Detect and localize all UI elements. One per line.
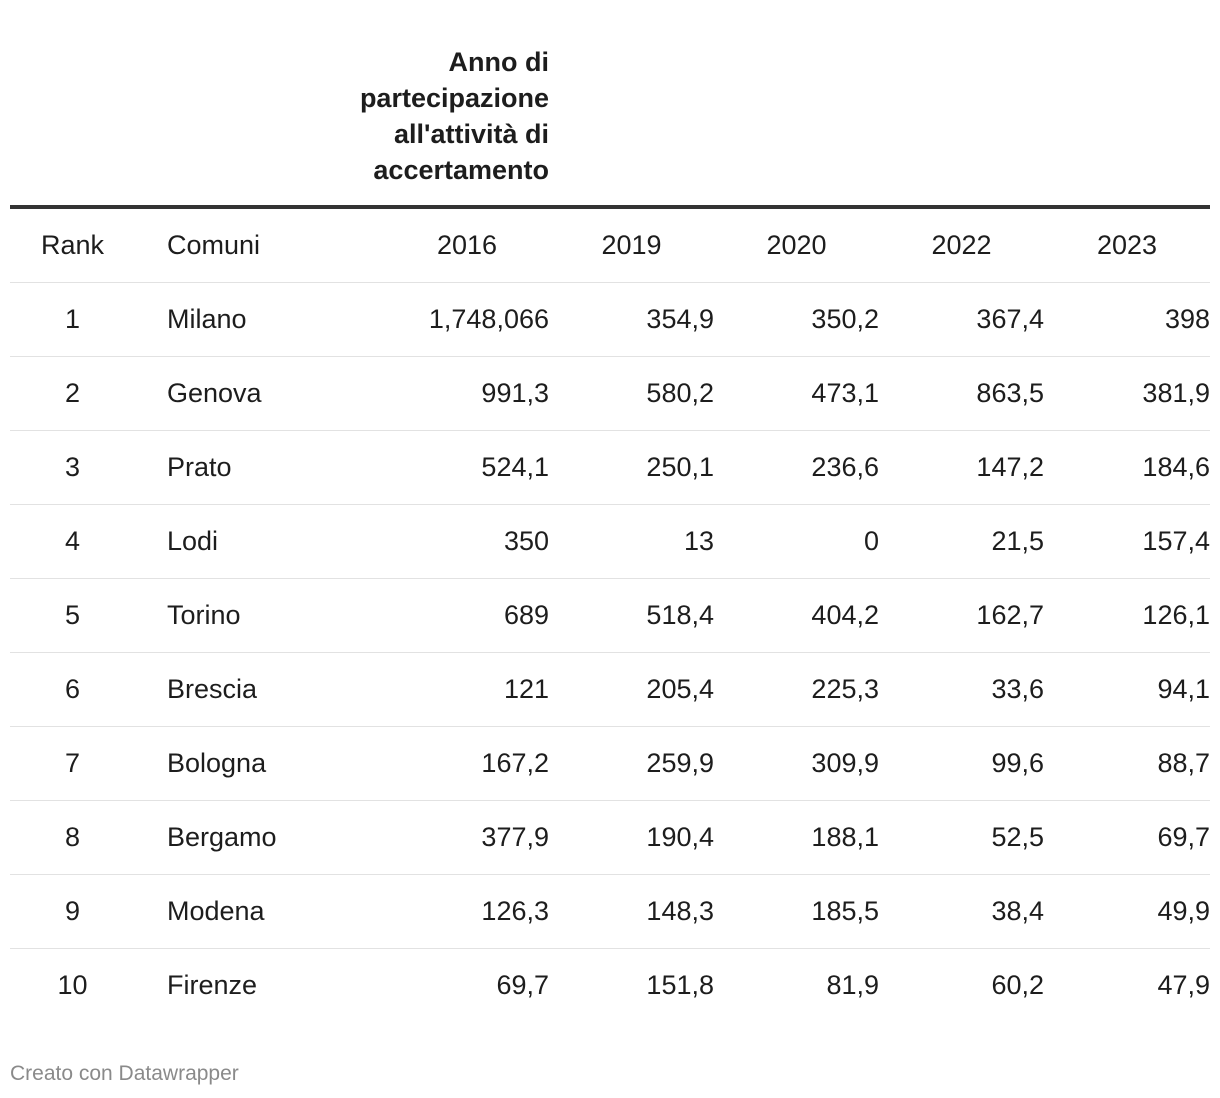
table-row: 10 Firenze 69,7 151,8 81,9 60,2 47,9 (10, 949, 1210, 1023)
table-body: 1 Milano 1,748,066 354,9 350,2 367,4 398 2 Genov… (10, 282, 1210, 1023)
cell-2022: 33,6 (879, 652, 1044, 727)
cell-2023: 157,4 (1044, 504, 1210, 579)
cell-2022: 60,2 (991, 970, 1044, 1000)
cell-2020: 0 (714, 504, 879, 579)
cell-2022: 99,6 (879, 726, 1044, 801)
cell-2022: 21,5 (879, 504, 1044, 579)
cell-rank: 6 (10, 652, 135, 727)
cell-2019: 151,8 (646, 970, 714, 1000)
table-row: 5 Torino 689 518,4 404,2 162,7 126,1 (10, 578, 1210, 653)
cell-2016: 1,748,066 (385, 282, 549, 357)
table-row: 8 Bergamo 377,9 190,4 188,1 52,5 69,7 (10, 800, 1210, 875)
cell-2016: 121 (385, 652, 549, 727)
column-header-2020[interactable]: 2020 (714, 209, 879, 283)
cell-comune: Modena (135, 874, 385, 949)
table-row: 7 Bologna 167,2 259,9 309,9 99,6 88,7 (10, 726, 1210, 801)
cell-2023: 88,7 (1044, 726, 1210, 801)
cell-2020: 236,6 (714, 430, 879, 505)
cell-2020: 185,5 (714, 874, 879, 949)
cell-rank: 1 (10, 282, 135, 357)
cell-2019: 190,4 (549, 800, 714, 875)
column-header-2023[interactable]: 2023 (1044, 209, 1210, 283)
cell-comune: Bologna (135, 726, 385, 801)
cell-comune: Firenze (167, 970, 258, 1000)
table-row: 9 Modena 126,3 148,3 185,5 38,4 49,9 (10, 874, 1210, 949)
column-header-2022[interactable]: 2022 (879, 209, 1044, 283)
cell-2019: 518,4 (549, 578, 714, 653)
cell-rank: 8 (10, 800, 135, 875)
cell-2016: 991,3 (385, 356, 549, 431)
table-row: 3 Prato 524,1 250,1 236,6 147,2 184,6 (10, 430, 1210, 505)
cell-2016: 689 (385, 578, 549, 653)
cell-2022: 52,5 (879, 800, 1044, 875)
cell-2022: 147,2 (879, 430, 1044, 505)
cell-2016: 350 (385, 504, 549, 579)
cell-2020: 188,1 (714, 800, 879, 875)
cell-comune: Genova (135, 356, 385, 431)
cell-2019: 580,2 (549, 356, 714, 431)
column-header-comuni[interactable]: Comuni (135, 209, 385, 283)
cell-2016: 126,3 (385, 874, 549, 949)
data-table: Rank Comuni 2016 2019 2020 2022 2023 1 Mi… (10, 209, 1210, 1022)
column-header-2019[interactable]: 2019 (549, 209, 714, 283)
column-header-2016[interactable]: 2016 (385, 209, 549, 283)
cell-2023: 69,7 (1044, 800, 1210, 875)
cell-2020: 309,9 (714, 726, 879, 801)
cell-2016: 167,2 (385, 726, 549, 801)
cell-2016: 377,9 (385, 800, 549, 875)
cell-2020: 225,3 (714, 652, 879, 727)
cell-2022: 863,5 (879, 356, 1044, 431)
table-row: 4 Lodi 350 13 0 21,5 157,4 (10, 504, 1210, 579)
cell-2019: 250,1 (549, 430, 714, 505)
cell-2020: 350,2 (714, 282, 879, 357)
cell-2023: 47,9 (1157, 970, 1210, 1000)
cell-2019: 354,9 (549, 282, 714, 357)
cell-comune: Lodi (135, 504, 385, 579)
cell-2022: 38,4 (879, 874, 1044, 949)
cell-2019: 148,3 (549, 874, 714, 949)
cell-rank: 10 (57, 970, 88, 1000)
column-group-header: Anno di partecipazione all'attività di a… (359, 47, 549, 185)
cell-rank: 9 (10, 874, 135, 949)
cell-rank: 7 (10, 726, 135, 801)
header-divider (10, 205, 1210, 209)
cell-comune: Brescia (135, 652, 385, 727)
cell-2016: 524,1 (385, 430, 549, 505)
cell-2019: 13 (549, 504, 714, 579)
cell-2023: 398 (1044, 282, 1210, 357)
cell-2023: 381,9 (1044, 356, 1210, 431)
cell-2023: 49,9 (1044, 874, 1210, 949)
cell-2016: 69,7 (496, 970, 549, 1000)
cell-comune: Milano (135, 282, 385, 357)
cell-2023: 126,1 (1044, 578, 1210, 653)
cell-2020: 473,1 (714, 356, 879, 431)
cell-rank: 3 (10, 430, 135, 505)
cell-2020: 81,9 (826, 970, 879, 1000)
cell-2019: 205,4 (549, 652, 714, 727)
cell-2020: 404,2 (714, 578, 879, 653)
table-row: 1 Milano 1,748,066 354,9 350,2 367,4 398 (10, 282, 1210, 357)
cell-rank: 2 (10, 356, 135, 431)
cell-2023: 184,6 (1044, 430, 1210, 505)
table-row: 2 Genova 991,3 580,2 473,1 863,5 381,9 (10, 356, 1210, 431)
cell-rank: 4 (10, 504, 135, 579)
cell-2023: 94,1 (1044, 652, 1210, 727)
cell-2022: 367,4 (879, 282, 1044, 357)
cell-rank: 5 (10, 578, 135, 653)
cell-2019: 259,9 (549, 726, 714, 801)
cell-comune: Prato (135, 430, 385, 505)
cell-comune: Bergamo (135, 800, 385, 875)
column-header-rank[interactable]: Rank (10, 209, 135, 283)
credit-footer: Creato con Datawrapper (10, 1062, 239, 1085)
table-row: 6 Brescia 121 205,4 225,3 33,6 94,1 (10, 652, 1210, 727)
table-header-row: Rank Comuni 2016 2019 2020 2022 2023 (10, 209, 1210, 283)
cell-2022: 162,7 (879, 578, 1044, 653)
cell-comune: Torino (135, 578, 385, 653)
